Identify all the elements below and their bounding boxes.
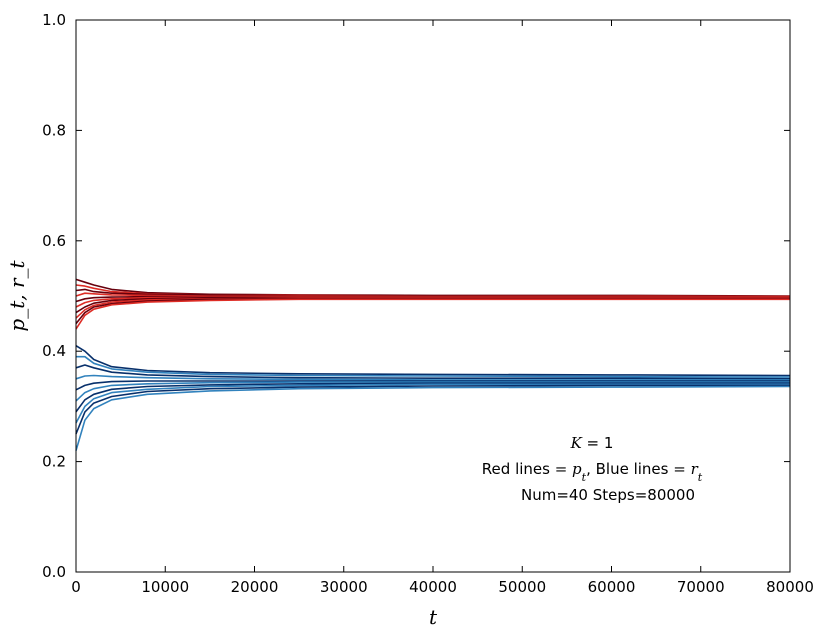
series-line-rt-4 [75,374,790,381]
series-line-rt-7 [75,382,790,413]
x-tick-label: 30000 [320,578,368,596]
annotation-p-symbol: = p [555,460,582,478]
series-line-rt-9 [75,384,790,435]
series-line-pt-1 [75,278,791,297]
x-tick-label: 80000 [766,578,814,596]
series-line-rt-5 [75,380,790,391]
annotation-k-symbol: K [570,434,583,452]
series-line-rt-1 [75,345,791,377]
lines-layer [75,278,791,451]
y-tick-label: 0.6 [42,232,66,250]
series-line-pt-10 [75,298,790,330]
series-line-pt-9 [75,297,790,325]
x-tick-label: 40000 [409,578,457,596]
x-tick-label: 60000 [588,578,636,596]
y-tick-label: 0.4 [42,342,66,360]
annotation-line-1: K = 1 [570,434,614,452]
y-tick-label: 0.0 [42,563,66,581]
x-tick-label: 10000 [141,578,189,596]
series-line-rt-8 [75,383,790,424]
annotation-blue-label: , Blue lines [586,460,673,478]
y-tick-label: 1.0 [42,11,66,29]
x-tick-label: 0 [71,578,81,596]
series-line-rt-10 [75,385,791,451]
y-tick-label: 0.8 [42,121,66,139]
y-tick-label: 0.2 [42,453,66,471]
annotation: K = 1 Red lines = pt, Blue lines = rt Nu… [482,434,703,504]
x-tick-label: 50000 [498,578,546,596]
annotation-p-subscript: t [582,471,587,484]
annotation-r-subscript: t [698,471,703,484]
series-line-rt-6 [75,381,790,402]
annotation-r-symbol: = r [673,460,698,478]
series-line-rt-2 [76,355,791,378]
ticks-layer: 0 10000 20000 30000 40000 50000 60000 70000 8000… [42,11,814,596]
annotation-line-2: Red lines = pt, Blue lines = rt [482,460,703,484]
annotation-k-value: = 1 [582,434,614,452]
y-axis-label: p_t, r_t [5,259,29,331]
series-line-rt-3 [75,364,791,380]
annotation-red-label: Red lines [482,460,555,478]
x-tick-label: 70000 [677,578,725,596]
x-tick-label: 20000 [231,578,279,596]
annotation-line-3: Num=40 Steps=80000 [521,486,695,504]
x-axis-label: t [429,605,438,625]
